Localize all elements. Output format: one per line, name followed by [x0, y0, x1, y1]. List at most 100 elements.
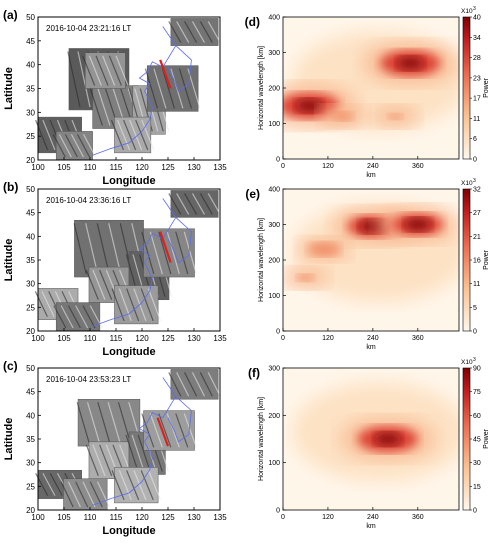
wave-streak [53, 305, 67, 329]
wave-streak [117, 402, 132, 444]
wave-streak [92, 444, 106, 476]
y-tick-label: 35 [26, 85, 35, 94]
wave-streak [42, 119, 56, 151]
y-tick-label: 25 [26, 482, 35, 491]
coastline-korea [167, 45, 192, 92]
wave-streak [67, 305, 81, 329]
colorbar-label: Power [483, 249, 490, 270]
colorbar-tick-label: 30 [473, 460, 481, 467]
colorbar-tick-label: 5 [473, 305, 477, 312]
colorbar-tick-label: 11 [473, 281, 480, 288]
y-tick-label: 35 [26, 256, 35, 265]
wave-streak [42, 472, 56, 496]
spectrum-field [283, 368, 459, 510]
colorbar-tick-label: 34 [473, 35, 481, 42]
wave-streak [168, 21, 182, 43]
y-tick-label: 300 [268, 50, 280, 57]
wave-streak [133, 470, 147, 501]
x-tick-label: 130 [187, 334, 201, 343]
colorbar-tick-label: 32 [473, 187, 481, 194]
y-tick-label: 40 [26, 232, 35, 241]
wave-streak [153, 68, 167, 109]
colorbar-tick-label: 11 [473, 116, 480, 123]
wave-streak [137, 434, 151, 472]
y-tick-label: 100 [268, 460, 280, 467]
colorbar-tick-label: 0 [473, 157, 477, 164]
wave-streak [97, 88, 111, 126]
panel-label: (d) [245, 15, 260, 29]
y-tick-label: 45 [26, 209, 35, 218]
wave-streak [166, 413, 180, 448]
wave-streak [176, 193, 190, 215]
y-tick-label: 0 [276, 508, 280, 515]
x-axis-label: km [366, 172, 376, 179]
wave-streak [85, 444, 99, 476]
red-transect-line [159, 231, 172, 263]
red-transect-line [156, 417, 170, 447]
x-tick-label: 115 [110, 513, 123, 522]
panel-label: (e) [245, 187, 260, 201]
y-tick-label: 45 [26, 37, 35, 46]
wave-streak [141, 231, 155, 275]
x-tick-label: 135 [213, 334, 227, 343]
x-axis-label: km [366, 344, 376, 351]
wave-streak [52, 134, 66, 158]
wave-streak [108, 223, 122, 275]
y-tick-label: 40 [26, 411, 35, 420]
wave-streak [161, 68, 176, 109]
x-tick-label: 105 [57, 163, 71, 172]
colorbar-label: Power [483, 77, 490, 98]
colorbar-tick-label: 16 [473, 258, 481, 265]
y-axis-label: Latitude [3, 67, 15, 110]
satellite-tile [170, 369, 219, 400]
wave-streak [75, 481, 89, 508]
x-tick-label: 240 [367, 335, 379, 342]
y-tick-label: 45 [26, 388, 35, 397]
x-tick-label: 0 [281, 163, 285, 170]
coastline-korea [167, 217, 192, 264]
wave-streak [129, 119, 143, 151]
timestamp-label: 2016-10-04 23:21:16 LT [46, 24, 131, 33]
wave-streak [125, 434, 139, 472]
y-axis-label: Horizontal wavelength [km] [258, 397, 265, 481]
wave-streak [99, 444, 113, 476]
spectrum-peak [296, 273, 315, 282]
x-tick-label: 115 [110, 334, 123, 343]
x-tick-label: 120 [322, 514, 334, 521]
satellite-tile [55, 302, 101, 332]
wave-streak [131, 434, 145, 472]
colorbar-exponent: 3 [473, 178, 476, 184]
wave-streak [118, 288, 132, 322]
wave-streak [176, 372, 190, 397]
wave-streak [34, 291, 48, 317]
y-tick-label: 200 [268, 86, 280, 93]
wave-streak [184, 193, 198, 215]
wave-streak [75, 305, 89, 329]
spectrum-peak [387, 113, 403, 120]
timestamp-box [43, 372, 148, 385]
coastline [92, 198, 177, 327]
x-tick-label: 120 [322, 163, 334, 170]
colorbar-tick-label: 75 [473, 389, 481, 396]
wave-streak [70, 134, 84, 158]
wave-streak [191, 21, 205, 43]
x-tick-label: 360 [412, 163, 424, 170]
y-tick-label: 30 [26, 459, 35, 468]
wave-streak [97, 402, 111, 444]
wave-streak [168, 193, 182, 215]
wave-streak [116, 119, 131, 151]
wave-streak [199, 193, 213, 215]
spectrum-field [283, 17, 459, 159]
wave-streak [76, 134, 91, 158]
wave-streak [184, 21, 198, 43]
wave-streak [41, 291, 55, 317]
wave-streak [67, 481, 81, 508]
y-tick-label: 100 [268, 121, 280, 128]
wave-streak [96, 481, 111, 508]
wave-streak [102, 55, 116, 86]
x-tick-label: 240 [367, 514, 379, 521]
wave-streak [58, 134, 72, 158]
wave-streak [149, 231, 163, 275]
wave-streak [183, 231, 197, 275]
